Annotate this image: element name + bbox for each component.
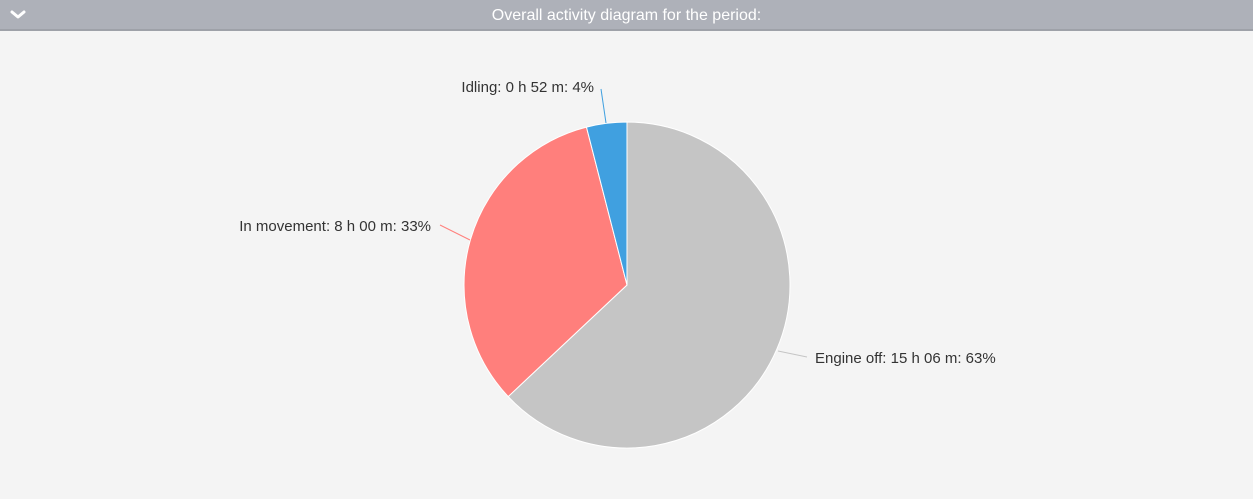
connector-line-engine-off bbox=[777, 350, 808, 358]
chart-area: Engine off: 15 h 06 m: 63% In movement: 8… bbox=[0, 33, 1253, 499]
slice-label-engine-off: Engine off: 15 h 06 m: 63% bbox=[815, 350, 996, 367]
pie-slice-engine-off[interactable] bbox=[507, 121, 791, 449]
pie-slice-in-movement[interactable] bbox=[463, 126, 628, 398]
chevron-down-icon[interactable] bbox=[8, 6, 28, 24]
connector-line-idling bbox=[600, 88, 607, 124]
slice-label-idling: Idling: 0 h 52 m: 4% bbox=[461, 79, 594, 96]
connector-line-in-movement bbox=[439, 224, 471, 241]
pie-slice-idling[interactable] bbox=[585, 121, 628, 286]
panel-header[interactable]: Overall activity diagram for the period: bbox=[0, 0, 1253, 31]
slice-label-in-movement: In movement: 8 h 00 m: 33% bbox=[239, 218, 431, 235]
panel-title: Overall activity diagram for the period: bbox=[491, 7, 762, 24]
pie-chart: Engine off: 15 h 06 m: 63% In movement: 8… bbox=[239, 79, 996, 449]
